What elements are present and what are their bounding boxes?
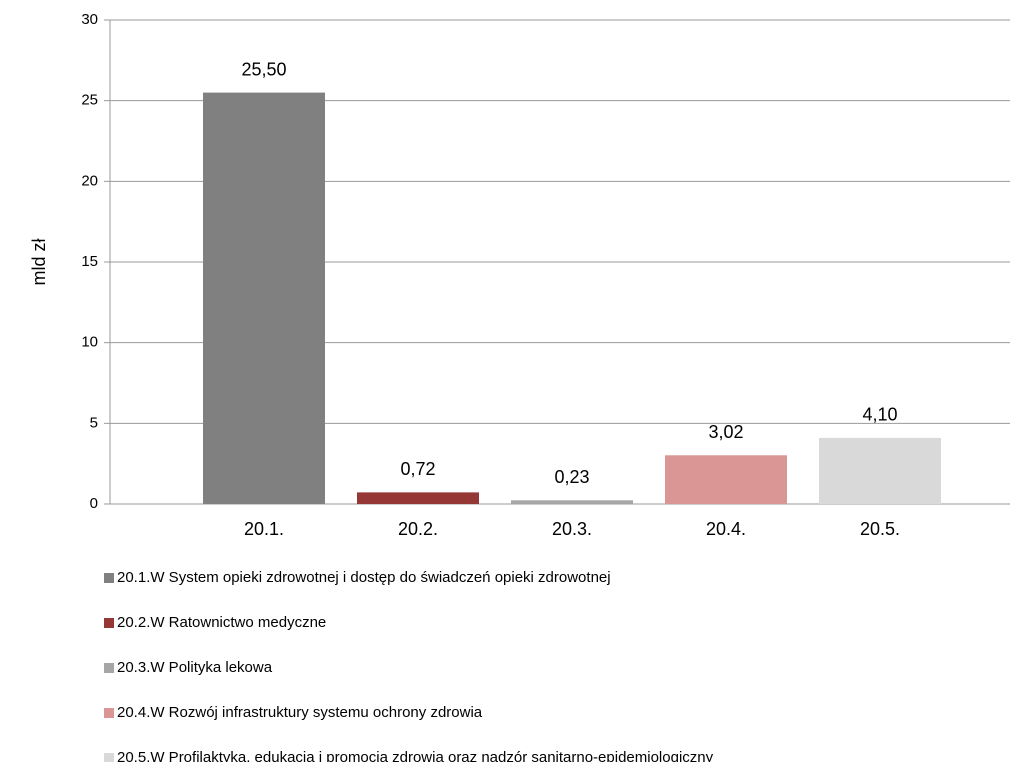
bar (511, 500, 633, 504)
legend-swatch (104, 618, 114, 628)
x-tick-label: 20.4. (706, 519, 746, 539)
legend-label: 20.1.W System opieki zdrowotnej i dostęp… (117, 569, 611, 586)
value-label: 3,02 (708, 422, 743, 442)
y-tick-label: 20 (81, 172, 98, 189)
y-tick-label: 10 (81, 334, 98, 351)
bar (357, 492, 479, 504)
value-label: 0,72 (400, 459, 435, 479)
x-tick-label: 20.2. (398, 519, 438, 539)
legend-label: 20.5.W Profilaktyka, edukacja i promocja… (117, 749, 714, 762)
y-tick-label: 15 (81, 253, 98, 270)
y-axis-title: mld zł (29, 238, 49, 285)
legend-label: 20.4.W Rozwój infrastruktury systemu och… (117, 704, 483, 721)
legend-label: 20.2.W Ratownictwo medyczne (117, 614, 326, 631)
legend-swatch (104, 753, 114, 762)
legend-swatch (104, 663, 114, 673)
y-tick-label: 25 (81, 92, 98, 109)
legend-swatch (104, 573, 114, 583)
y-tick-label: 30 (81, 11, 98, 28)
value-label: 4,10 (862, 405, 897, 425)
y-tick-label: 0 (90, 495, 98, 512)
value-label: 25,50 (241, 59, 286, 79)
bar (665, 455, 787, 504)
x-tick-label: 20.5. (860, 519, 900, 539)
value-label: 0,23 (554, 467, 589, 487)
bar (203, 92, 325, 504)
x-tick-label: 20.1. (244, 519, 284, 539)
y-tick-label: 5 (90, 414, 98, 431)
legend-swatch (104, 708, 114, 718)
bar (819, 437, 941, 504)
x-tick-label: 20.3. (552, 519, 592, 539)
legend-label: 20.3.W Polityka lekowa (117, 659, 273, 676)
